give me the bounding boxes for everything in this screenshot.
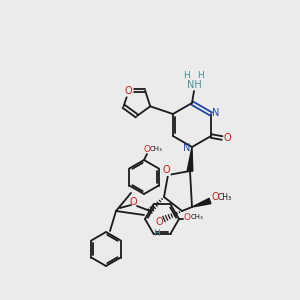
Text: O: O bbox=[125, 86, 133, 96]
Text: O: O bbox=[129, 197, 137, 207]
Text: N: N bbox=[212, 108, 220, 118]
Text: N: N bbox=[183, 143, 191, 153]
Text: O: O bbox=[184, 212, 190, 221]
Text: CH₃: CH₃ bbox=[190, 214, 203, 220]
Polygon shape bbox=[187, 147, 193, 171]
Text: O: O bbox=[143, 145, 151, 154]
Text: O: O bbox=[223, 133, 231, 143]
Text: H: H bbox=[198, 71, 204, 80]
Polygon shape bbox=[192, 198, 211, 207]
Text: NH: NH bbox=[187, 80, 201, 90]
Text: H: H bbox=[154, 229, 160, 238]
Text: CH₃: CH₃ bbox=[150, 146, 162, 152]
Text: CH₃: CH₃ bbox=[218, 193, 232, 202]
Text: O: O bbox=[155, 217, 163, 227]
Text: O: O bbox=[211, 192, 219, 202]
Text: O: O bbox=[162, 165, 170, 175]
Text: H: H bbox=[184, 71, 190, 80]
